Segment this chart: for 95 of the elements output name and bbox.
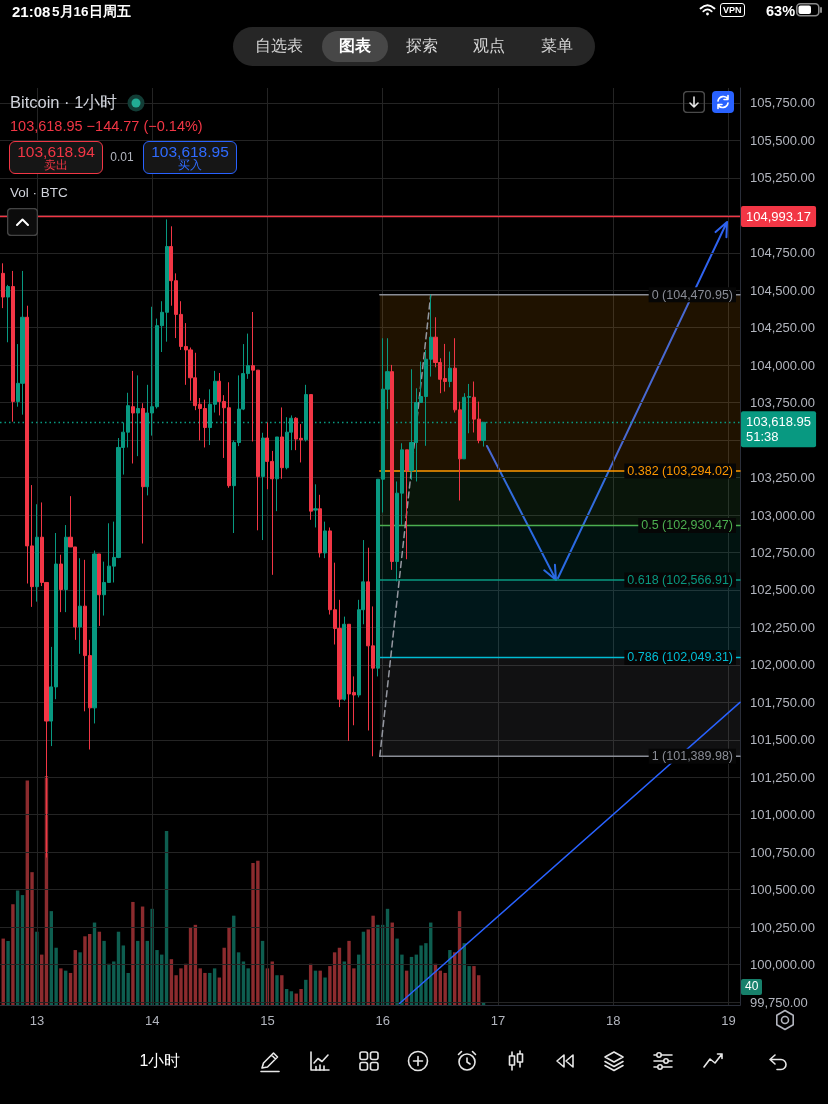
- x-tick-label: 18: [605, 1013, 621, 1028]
- candlestick: [323, 521, 327, 559]
- x-tick-label: 16: [375, 1013, 390, 1028]
- bar: [203, 972, 207, 1005]
- candlestick: [448, 351, 452, 388]
- candlestick: [64, 524, 68, 613]
- y-tick-label: 101,500.00: [750, 732, 816, 748]
- y-tick-label: 103,000.00: [750, 507, 816, 523]
- bar: [131, 901, 135, 1005]
- y-tick-label: 104,000.00: [750, 357, 816, 373]
- y-tick-label: 105,750.00: [750, 95, 816, 111]
- bar: [59, 968, 63, 1005]
- bar: [323, 977, 327, 1005]
- series-label: 0.382 (103,294.02): [627, 463, 733, 478]
- candlestick: [59, 554, 63, 613]
- y-tick-label: 102,000.00: [750, 657, 816, 673]
- text: 自选表: [255, 36, 303, 56]
- y-tick-label: 101,000.00: [750, 807, 816, 823]
- y-tick-label: 105,250.00: [750, 170, 816, 186]
- text: 21:08: [12, 3, 51, 21]
- bar: [83, 936, 87, 1005]
- bar: [275, 975, 279, 1005]
- candlestick: [20, 270, 25, 416]
- bar: [376, 924, 380, 1005]
- series-label: 0.5 (102,930.47): [641, 518, 733, 533]
- y-tick-label: 104,250.00: [750, 320, 816, 336]
- candlestick: [141, 402, 145, 544]
- y-tick-label: 102,750.00: [750, 544, 816, 560]
- y-tick-label: 105,500.00: [750, 132, 816, 148]
- candlestick: [261, 432, 265, 541]
- bar: [78, 952, 82, 1005]
- y-tick-label: 100,750.00: [750, 844, 816, 860]
- x-tick-label: 17: [490, 1013, 506, 1028]
- text: 探索: [406, 36, 438, 56]
- text: 103,618.95 −144.77 (−0.14%): [10, 118, 203, 134]
- y-tick-label: 103,750.00: [750, 395, 816, 411]
- text: 观点: [473, 36, 505, 56]
- bar: [472, 966, 476, 1005]
- text: 菜单: [541, 36, 573, 56]
- bar: [448, 950, 452, 1005]
- candlestick: [390, 364, 394, 571]
- candlestick: [78, 557, 82, 655]
- candlestick: [318, 494, 322, 558]
- bar: [280, 975, 284, 1005]
- y-tick-label: 101,750.00: [750, 694, 816, 710]
- text: 51:38: [746, 429, 779, 445]
- candlestick: [313, 483, 318, 528]
- candlestick: [131, 370, 135, 464]
- series-label: 0 (104,470.95): [651, 287, 733, 302]
- chart-title: Bitcoin · 1小时: [10, 92, 118, 113]
- x-tick-label: 15: [260, 1013, 275, 1028]
- candlestick: [11, 270, 15, 423]
- text: VPN: [720, 3, 745, 18]
- bar: [299, 988, 303, 1005]
- candlestick: [342, 616, 346, 702]
- series-label: 0.786 (102,049.31): [627, 650, 733, 665]
- ref-line-label: 103,618.95: [746, 414, 812, 430]
- candlestick: [405, 449, 409, 560]
- y-tick-label: 100,500.00: [750, 882, 816, 898]
- y-tick-label: 104,500.00: [750, 282, 816, 298]
- candlestick: [6, 284, 10, 343]
- text: 1小时: [139, 1051, 181, 1071]
- bar: [371, 915, 375, 1005]
- y-tick-label: 103,250.00: [750, 470, 816, 486]
- series-label: 0.618 (102,566.91): [627, 572, 733, 587]
- candlestick: [275, 436, 279, 512]
- text: 图表: [339, 36, 371, 56]
- candlestick: [280, 406, 284, 480]
- annotation: Vol · BTC: [10, 185, 68, 201]
- candlestick: [1, 262, 5, 309]
- candlestick: [97, 553, 101, 627]
- text: 5月16日周五: [52, 4, 131, 20]
- y-tick-label: 102,500.00: [750, 582, 816, 598]
- ref-line-label: 104,993.17: [746, 208, 812, 224]
- annotation: 0.01: [110, 150, 134, 165]
- y-tick-label: 100,250.00: [750, 919, 816, 935]
- y-tick-label: 99,750.00: [750, 994, 808, 1010]
- bar: [11, 904, 15, 1005]
- x-tick-label: 14: [144, 1013, 160, 1028]
- x-tick-label: 13: [29, 1013, 45, 1028]
- annotation: 买入: [178, 158, 202, 173]
- bar: [6, 940, 10, 1005]
- y-tick-label: 104,750.00: [750, 245, 816, 261]
- candlestick: [309, 394, 313, 521]
- series-label: 1 (101,389.98): [651, 749, 733, 764]
- bar: [443, 972, 447, 1005]
- text: 40: [741, 979, 763, 995]
- y-tick-label: 101,250.00: [750, 769, 816, 785]
- y-tick-label: 102,250.00: [750, 619, 816, 635]
- annotation: 卖出: [44, 158, 68, 173]
- x-tick-label: 19: [721, 1013, 736, 1028]
- candlestick: [92, 550, 97, 724]
- text: 63%: [766, 3, 796, 20]
- candlestick: [35, 503, 39, 603]
- y-tick-label: 100,000.00: [750, 957, 816, 973]
